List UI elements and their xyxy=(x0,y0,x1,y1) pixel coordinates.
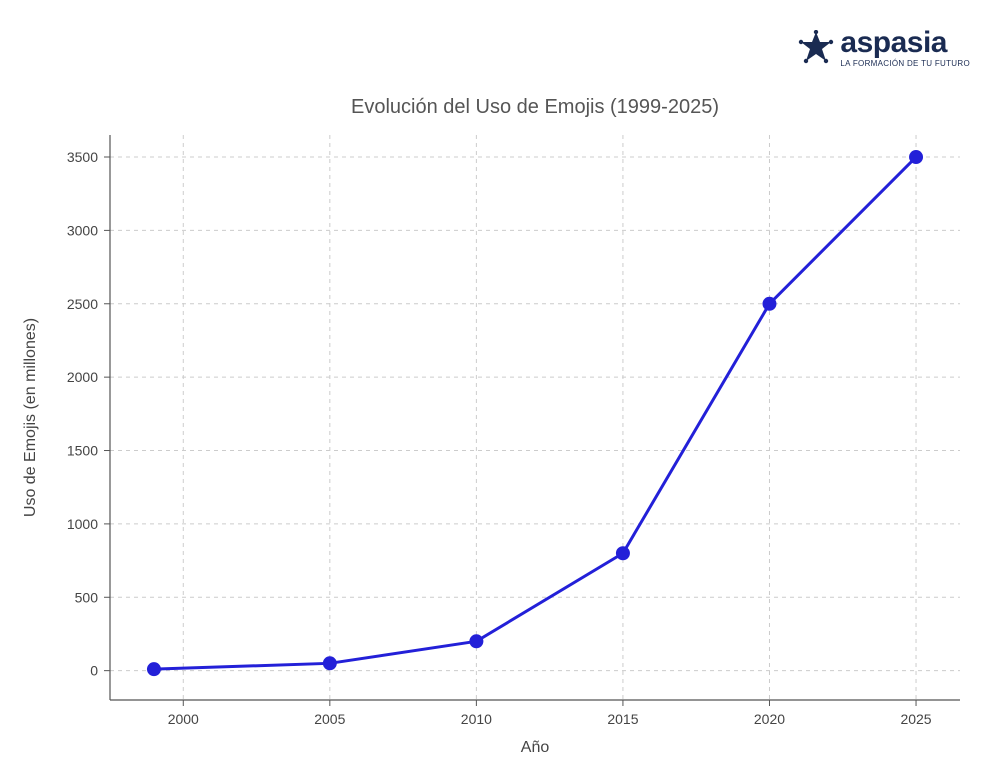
y-axis-label: Uso de Emojis (en millones) xyxy=(22,318,39,517)
data-marker xyxy=(147,662,161,676)
y-tick-label: 2000 xyxy=(67,369,98,385)
line-chart: 2000 2005 2010 2015 2020 2025 0 500 1000 1500 2000… xyxy=(0,0,1000,780)
x-tick-label: 2015 xyxy=(607,711,638,727)
y-tick-label: 1500 xyxy=(67,443,98,459)
y-tick-label: 3000 xyxy=(67,222,98,238)
data-marker xyxy=(469,634,483,648)
x-tick-label: 2005 xyxy=(314,711,345,727)
chart-title: Evolución del Uso de Emojis (1999-2025) xyxy=(351,96,719,118)
x-axis-label: Año xyxy=(521,739,550,756)
x-tick-label: 2020 xyxy=(754,711,785,727)
x-tick-label: 2000 xyxy=(168,711,199,727)
x-tick-label: 2025 xyxy=(900,711,931,727)
data-marker xyxy=(762,297,776,311)
y-tick-label: 0 xyxy=(90,663,98,679)
y-tick-label: 500 xyxy=(75,589,99,605)
data-marker xyxy=(616,546,630,560)
y-tick-label: 2500 xyxy=(67,296,98,312)
x-tick-label: 2010 xyxy=(461,711,492,727)
data-line xyxy=(154,157,916,669)
data-marker xyxy=(323,656,337,670)
y-tick-label: 3500 xyxy=(67,149,98,165)
y-tick-label: 1000 xyxy=(67,516,98,532)
data-marker xyxy=(909,150,923,164)
